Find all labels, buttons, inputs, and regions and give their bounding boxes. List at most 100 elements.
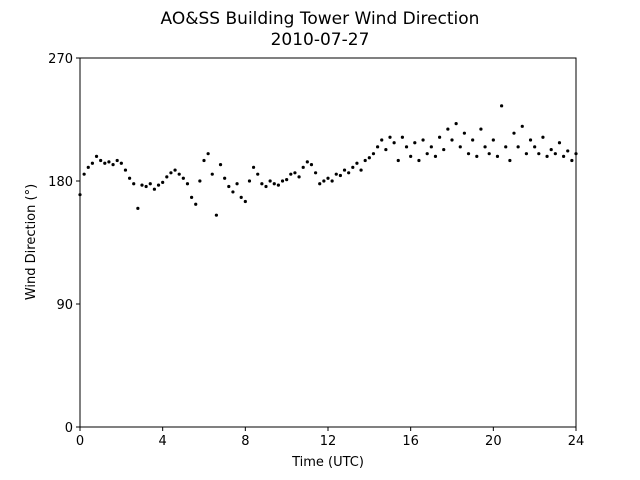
point: [169, 171, 173, 175]
point: [293, 171, 297, 175]
y-tick-label: 180: [48, 175, 73, 190]
point: [425, 152, 429, 156]
point: [570, 158, 574, 163]
point: [388, 135, 392, 139]
point: [90, 161, 94, 165]
x-tick-label: 24: [568, 434, 585, 449]
point: [318, 182, 322, 186]
point: [194, 202, 198, 206]
point: [123, 168, 128, 172]
point: [185, 182, 190, 186]
point: [280, 179, 285, 183]
point: [326, 176, 330, 180]
point: [553, 152, 557, 156]
point: [173, 168, 177, 172]
point: [268, 179, 272, 183]
point: [574, 152, 578, 156]
point: [309, 163, 314, 167]
point: [384, 147, 388, 152]
x-tick-label: 0: [76, 434, 84, 449]
point: [78, 193, 82, 197]
point: [562, 154, 566, 158]
point: [322, 179, 326, 183]
point: [504, 145, 508, 149]
point: [528, 138, 533, 142]
point: [537, 152, 541, 156]
point: [86, 165, 90, 169]
point: [495, 154, 500, 158]
point: [429, 145, 433, 149]
point: [508, 158, 512, 163]
point: [107, 160, 111, 164]
point: [223, 176, 227, 180]
point: [177, 172, 181, 176]
point: [276, 183, 280, 187]
point: [140, 183, 144, 187]
point: [351, 165, 355, 169]
point: [272, 182, 276, 186]
point: [342, 168, 347, 172]
point: [94, 154, 99, 158]
point: [235, 182, 239, 186]
point: [392, 141, 396, 145]
point: [359, 168, 363, 172]
point: [557, 141, 562, 145]
point: [442, 147, 446, 152]
point: [136, 206, 140, 210]
point: [202, 158, 206, 163]
point: [396, 158, 400, 163]
point: [161, 180, 165, 184]
x-tick-label: 12: [320, 434, 337, 449]
point: [119, 161, 123, 165]
x-tick-label: 8: [241, 434, 249, 449]
x-axis-label: Time (UTC): [291, 455, 364, 470]
point: [566, 149, 570, 153]
point: [516, 145, 520, 149]
point: [314, 171, 318, 175]
point: [545, 154, 549, 158]
point: [524, 152, 529, 156]
chart-subtitle: 2010-07-27: [271, 30, 370, 50]
point: [421, 138, 425, 142]
point: [367, 156, 371, 160]
point: [462, 131, 466, 135]
point: [218, 163, 223, 167]
point: [260, 182, 264, 186]
point: [148, 182, 152, 186]
point: [132, 182, 136, 186]
point: [206, 152, 210, 156]
plot-frame: [79, 57, 577, 428]
point: [400, 135, 404, 139]
point: [533, 145, 537, 149]
y-tick-label: 90: [56, 298, 73, 313]
point: [483, 145, 487, 149]
x-tick-label: 16: [402, 434, 419, 449]
point: [446, 127, 450, 131]
point: [458, 145, 462, 149]
point: [371, 152, 376, 156]
point: [471, 138, 475, 142]
point: [231, 190, 235, 194]
point: [152, 187, 156, 191]
point: [165, 175, 169, 179]
point: [338, 173, 342, 178]
point: [227, 184, 231, 189]
point: [549, 147, 553, 152]
point: [256, 172, 260, 176]
point: [330, 179, 334, 183]
point: [376, 145, 380, 149]
point: [334, 172, 338, 176]
point: [285, 178, 289, 182]
y-axis-label: Wind Direction (°): [24, 184, 39, 300]
x-tick-label: 4: [159, 434, 167, 449]
x-tick-label: 20: [485, 434, 502, 449]
point: [487, 152, 491, 156]
point: [156, 183, 161, 187]
point: [301, 165, 305, 169]
point: [111, 163, 115, 167]
point: [128, 176, 132, 180]
point: [363, 158, 367, 163]
point: [82, 172, 86, 176]
point: [413, 141, 417, 145]
